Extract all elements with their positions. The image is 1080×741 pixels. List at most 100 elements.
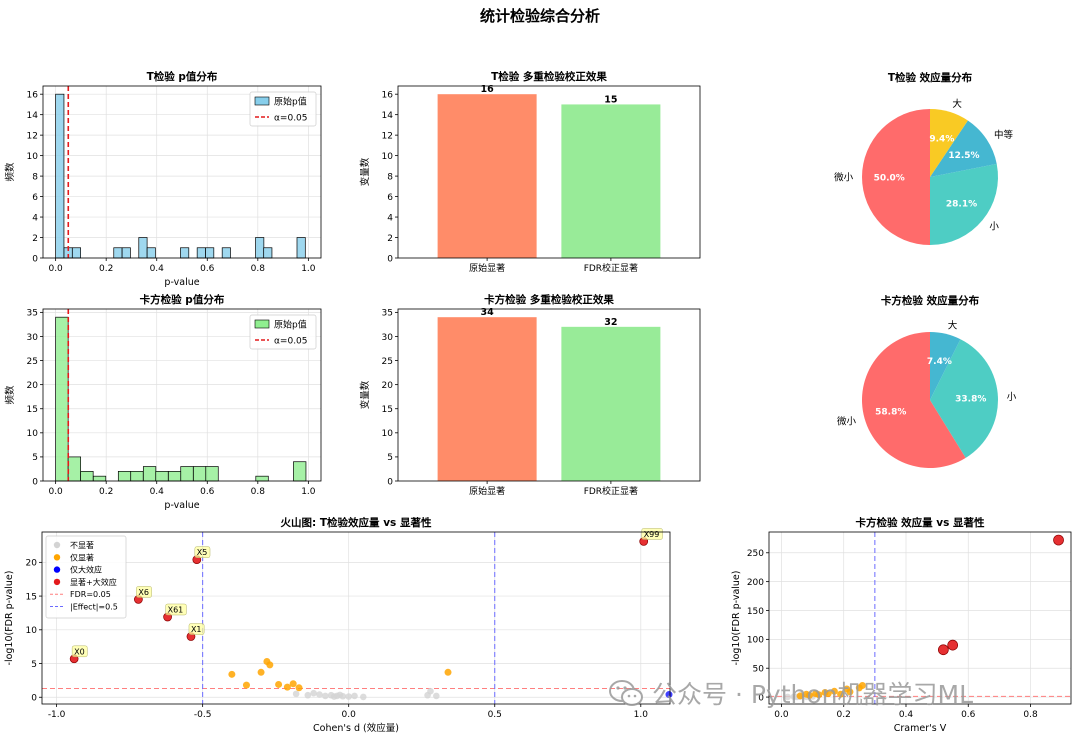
t_hist-ytick-label: 10 (27, 152, 39, 162)
chi_scatter-ytick-label: 250 (747, 549, 764, 559)
volcano-legend-label: 不显著 (70, 540, 94, 550)
chi_bar-ytick-label: 5 (387, 453, 393, 463)
volcano-xtick-label: 0.5 (488, 710, 502, 720)
t_hist-bar (180, 247, 190, 259)
volcano-point-sig (289, 680, 297, 688)
chi_bar-ylabel: 变量数 (359, 380, 371, 409)
t_hist-bar (121, 247, 131, 259)
wechat-icon (608, 678, 644, 708)
chi_bar-bar-value: 32 (604, 317, 617, 328)
volcano-point-sig (257, 668, 265, 676)
t_pie-slice (862, 109, 930, 245)
chi_scatter-xtick-label: 0.8 (1023, 710, 1038, 720)
t_hist-ytick-label: 16 (27, 90, 39, 100)
chi_hist-bar (67, 456, 82, 482)
t_bar-ytick-label: 2 (387, 234, 393, 244)
t_pie-slice (930, 163, 998, 245)
chi_bar-ytick-label: 15 (382, 405, 393, 415)
t_hist-xtick-label: 0.2 (99, 264, 113, 274)
volcano-point-sig (444, 668, 452, 676)
volcano-legend-marker (53, 541, 61, 549)
t_hist-ytick-label: 2 (32, 234, 38, 244)
t_bar-bar-value: 15 (604, 94, 617, 105)
t_pie-title: T检验 效应量分布 (888, 71, 973, 84)
t_hist-bar (113, 247, 123, 259)
t_hist-ytick-label: 8 (32, 172, 38, 182)
t_bar-bar (437, 94, 537, 258)
chi_bar-xtick-label: 原始显著 (469, 485, 505, 497)
chi_bar-ytick-label: 30 (382, 333, 394, 343)
chi_pie-pct-label: 33.8% (955, 395, 986, 405)
t_hist-ytick-label: 12 (27, 131, 38, 141)
chi_scatter-point-sig (837, 690, 845, 698)
t_hist-bar (71, 247, 81, 259)
chi_hist-ytick-label: 10 (27, 429, 39, 439)
volcano-point-label-box (641, 528, 663, 540)
volcano-xtick-label: 0.0 (342, 710, 357, 720)
chi_hist-ytick-label: 5 (32, 453, 38, 463)
chi_pie-title: 卡方检验 效应量分布 (881, 294, 980, 307)
chi_bar-xtick-label: FDR校正显著 (584, 485, 638, 497)
chi_bar-ytick-label: 0 (387, 477, 393, 487)
chi_hist-panel: 0 5 10 15 20 25 30 35 0.0 0.2 0.4 0.6 0.8 1.0 卡方检验 p值分… (4, 293, 322, 511)
chi_pie-pct-label: 58.8% (875, 408, 906, 418)
chi_scatter-ytick-label: 100 (747, 636, 764, 646)
chi_hist-xtick-label: 0.2 (99, 487, 113, 497)
chi_pie-slice (930, 332, 961, 400)
chi_bar-axes-frame (397, 308, 701, 482)
chi_hist-ytick-label: 15 (27, 405, 38, 415)
volcano-point-ns (351, 692, 358, 700)
t_pie-slice-label: 小 (989, 221, 999, 232)
t_hist-axes-frame (42, 85, 322, 259)
volcano-point-ns (433, 692, 440, 700)
t_hist-legend-swatch (254, 96, 270, 106)
chi_hist-legend-swatch (254, 319, 270, 329)
t_bar-panel: 0 2 4 6 8 10 12 14 16 16 原始显著 15 FDR校正显著 T检验 多重检验校正效果… (359, 70, 701, 274)
t_hist-xtick-label: 0.4 (150, 264, 165, 274)
chi_hist-bar (92, 475, 107, 482)
chi_scatter-axes-frame (768, 531, 1072, 705)
t_hist-ytick-label: 14 (27, 111, 39, 121)
volcano-point-sig (275, 680, 283, 688)
chi_scatter-point-sig-large (1053, 534, 1064, 546)
volcano-point-ns (427, 687, 434, 695)
volcano-legend-marker (53, 578, 61, 586)
volcano-legend-label: 仅大效应 (70, 565, 102, 575)
volcano-xlabel: Cohen's d (效应量) (313, 722, 399, 734)
volcano-point-ns (292, 690, 300, 698)
chi_hist-bar (255, 475, 269, 482)
t_hist-xtick-label: 0.0 (48, 264, 63, 274)
volcano-point-label: X99 (644, 530, 660, 539)
t_bar-ytick-label: 0 (387, 254, 393, 264)
chi_pie-slice-label: 大 (948, 320, 958, 332)
chi_scatter-xtick-label: 0.4 (899, 710, 914, 720)
volcano-point-label-box (136, 586, 152, 598)
chi_bar-ytick-label: 10 (382, 429, 394, 439)
t_pie-pct-label: 12.5% (948, 151, 979, 161)
chi_scatter-point-sig-large (947, 639, 959, 651)
watermark: 公众号 · Python机器学习ML (608, 676, 973, 710)
chi_pie-slice-label: 微小 (837, 415, 857, 427)
volcano-legend (45, 535, 127, 619)
chi_hist-bar (155, 471, 169, 482)
t_hist-ytick-label: 4 (32, 213, 38, 223)
volcano-axes-frame (41, 531, 671, 705)
chi_scatter-xtick-label: 0.6 (961, 710, 976, 720)
t_pie-slice-label: 中等 (994, 129, 1014, 141)
chi_hist-ytick-label: 0 (32, 477, 38, 487)
t_hist-bar (55, 93, 65, 259)
chi_bar-bar (437, 317, 537, 481)
t_hist-xtick-label: 0.8 (251, 264, 266, 274)
volcano-point-label-box (165, 603, 187, 616)
chi_hist-xtick-label: 0.6 (200, 487, 215, 497)
volcano-legend-label: 仅显著 (70, 552, 94, 562)
chi_hist-title: 卡方检验 p值分布 (140, 293, 225, 306)
t_hist-bar (146, 247, 156, 259)
volcano-point-sig (242, 681, 250, 689)
chi_hist-bar (55, 316, 69, 482)
figure-title: 统计检验综合分析 (480, 7, 600, 25)
volcano-legend-label: 显著+大效应 (70, 577, 117, 587)
t_bar-xtick-label: FDR校正显著 (584, 262, 638, 274)
chi_hist-ylabel: 频数 (4, 385, 16, 405)
